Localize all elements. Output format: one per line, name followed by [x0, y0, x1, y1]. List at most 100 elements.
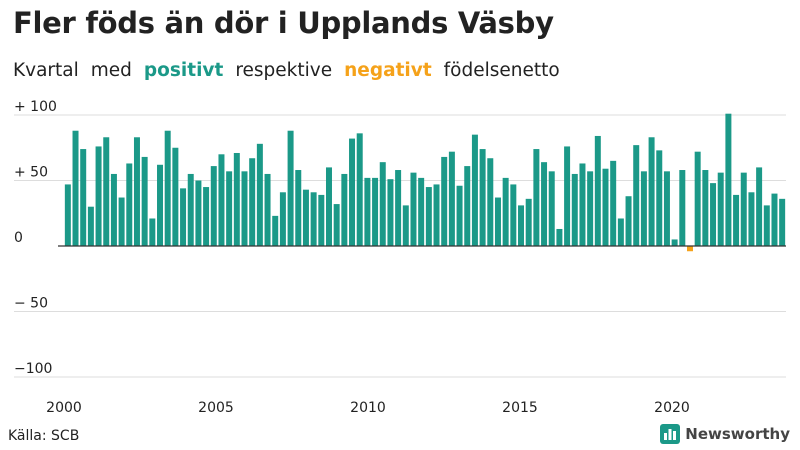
y-tick-label: 0 [14, 230, 23, 246]
bar-positive [118, 197, 125, 246]
bar-positive [364, 177, 371, 246]
bar-positive [180, 188, 187, 246]
bar-positive [556, 228, 563, 246]
bar-positive [418, 177, 425, 246]
y-tick-label: + 100 [14, 99, 57, 115]
bar-positive [733, 194, 740, 246]
bar-positive [748, 192, 755, 246]
bar-positive [410, 172, 417, 246]
bar-positive [395, 170, 402, 246]
bar-negative [686, 246, 693, 252]
bar-positive [725, 113, 732, 246]
x-tick-label: 2005 [198, 400, 234, 416]
bar-positive [763, 205, 770, 246]
bar-positive [610, 160, 617, 246]
subtitle-negative-keyword: negativt [344, 60, 432, 81]
bar-positive [195, 180, 202, 246]
bar-positive [272, 215, 279, 246]
bar-positive [594, 135, 601, 246]
bar-positive [502, 177, 509, 246]
bar-positive [379, 162, 386, 246]
bar-positive [771, 193, 778, 246]
bar-positive [433, 184, 440, 246]
bar-positive [349, 138, 356, 246]
bar-positive [533, 149, 540, 246]
bar-positive [471, 134, 478, 246]
bar-positive [249, 158, 256, 246]
bar-positive [372, 177, 379, 246]
subtitle-text-respektive: respektive [235, 60, 333, 81]
bar-positive [633, 145, 640, 246]
bar-positive [479, 149, 486, 246]
bar-positive [141, 156, 148, 246]
chart-area: + 100 + 50 0 − 50 −100 2000 2005 2010 2015 2020 [0, 95, 800, 425]
bar-positive [64, 184, 71, 246]
bar-positive [218, 154, 225, 246]
bar-positive [779, 198, 786, 246]
x-tick-label: 2020 [654, 400, 690, 416]
bar-positive [325, 167, 332, 246]
bar-positive [525, 198, 532, 246]
bar-positive [95, 146, 102, 246]
bar-positive [717, 172, 724, 246]
bar-positive [387, 179, 394, 246]
bar-positive [356, 133, 363, 246]
bar-positive [256, 143, 263, 246]
bar-positive [441, 156, 448, 246]
y-tick-label: + 50 [14, 165, 48, 181]
subtitle-text-med: med [90, 60, 132, 81]
bar-positive [656, 150, 663, 246]
y-tick-label: − 50 [14, 296, 48, 312]
bar-positive [87, 206, 94, 246]
bar-positive [640, 171, 647, 246]
bar-positive [487, 158, 494, 246]
bar-positive [579, 163, 586, 246]
bar-positive [671, 239, 678, 246]
bar-positive [617, 218, 624, 246]
subtitle-text-kvartal: Kvartal [13, 60, 79, 81]
y-tick-label: −100 [14, 361, 52, 377]
bar-positive [287, 130, 294, 246]
bar-positive [510, 184, 517, 246]
bar-chart: + 100 + 50 0 − 50 −100 2000 2005 2010 2015 2020 [14, 99, 786, 416]
bar-positive [133, 137, 140, 246]
bar-positive [456, 185, 463, 246]
bar-positive [149, 218, 156, 246]
bar-positive [756, 167, 763, 246]
x-tick-label: 2000 [46, 400, 82, 416]
bar-positive [402, 205, 409, 246]
subtitle-text-fodelsenetto: födelsenetto [443, 60, 560, 81]
bar-positive [318, 194, 325, 246]
bar-positive [571, 173, 578, 246]
bar-positive [226, 171, 233, 246]
bar-positive [210, 166, 217, 246]
bar-positive [310, 192, 317, 246]
bar-positive [203, 187, 210, 246]
bar-positive [187, 173, 194, 246]
bar-positive [279, 192, 286, 246]
subtitle-positive-keyword: positivt [143, 60, 224, 81]
bar-positive [425, 187, 432, 246]
bar-positive [110, 173, 117, 246]
bar-positive [164, 130, 171, 246]
bar-positive [564, 146, 571, 246]
brand-logo[interactable]: Newsworthy [660, 424, 790, 444]
bar-positive [518, 205, 525, 246]
bar-positive [302, 189, 309, 246]
x-tick-label: 2015 [502, 400, 538, 416]
bar-positive [172, 147, 179, 246]
source-note: Källa: SCB [8, 428, 80, 444]
bar-positive [264, 173, 271, 246]
bar-positive [241, 171, 248, 246]
bar-positive [694, 151, 701, 246]
bar-positive [702, 170, 709, 246]
chart-title: Fler föds än dör i Upplands Väsby [13, 6, 554, 40]
x-tick-label: 2010 [350, 400, 386, 416]
bar-positive [548, 171, 555, 246]
bar-positive [103, 137, 110, 246]
bar-positive [448, 151, 455, 246]
bar-positive [648, 137, 655, 246]
bar-positive [679, 170, 686, 246]
bar-positive [233, 152, 240, 246]
bar-positive [333, 204, 340, 246]
